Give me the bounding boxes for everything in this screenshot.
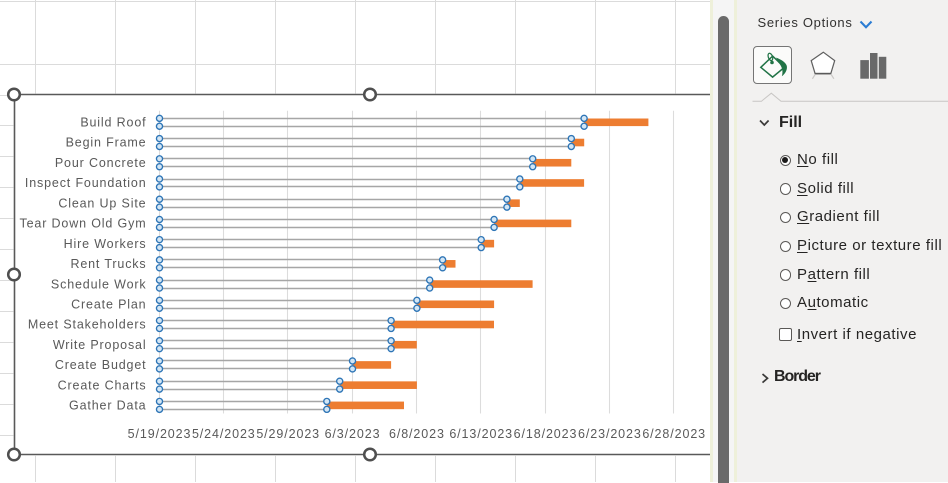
svg-text:Create Plan: Create Plan bbox=[71, 298, 146, 312]
svg-text:6/13/2023: 6/13/2023 bbox=[449, 427, 513, 441]
svg-text:Hire Workers: Hire Workers bbox=[64, 237, 147, 251]
svg-text:Pour Concrete: Pour Concrete bbox=[55, 156, 147, 170]
svg-text:Meet Stakeholders: Meet Stakeholders bbox=[28, 318, 147, 332]
svg-text:6/3/2023: 6/3/2023 bbox=[325, 427, 381, 441]
svg-text:6/8/2023: 6/8/2023 bbox=[389, 427, 445, 441]
svg-text:Inspect Foundation: Inspect Foundation bbox=[25, 176, 147, 190]
svg-text:6/28/2023: 6/28/2023 bbox=[642, 427, 706, 441]
svg-text:6/23/2023: 6/23/2023 bbox=[578, 427, 642, 441]
svg-text:6/18/2023: 6/18/2023 bbox=[514, 427, 578, 441]
svg-text:Tear Down Old Gym: Tear Down Old Gym bbox=[20, 217, 147, 231]
svg-text:Write Proposal: Write Proposal bbox=[53, 338, 147, 352]
svg-text:Gather Data: Gather Data bbox=[69, 399, 146, 413]
svg-text:Rent Trucks: Rent Trucks bbox=[70, 257, 146, 271]
svg-text:5/19/2023: 5/19/2023 bbox=[128, 427, 192, 441]
svg-text:Schedule Work: Schedule Work bbox=[51, 277, 147, 291]
svg-text:Clean Up Site: Clean Up Site bbox=[58, 196, 146, 210]
svg-text:5/29/2023: 5/29/2023 bbox=[256, 427, 320, 441]
svg-text:Create Budget: Create Budget bbox=[55, 358, 147, 372]
svg-text:Build Roof: Build Roof bbox=[80, 116, 146, 130]
svg-text:Create Charts: Create Charts bbox=[58, 378, 147, 392]
svg-text:Begin Frame: Begin Frame bbox=[66, 136, 147, 150]
svg-text:5/24/2023: 5/24/2023 bbox=[192, 427, 256, 441]
